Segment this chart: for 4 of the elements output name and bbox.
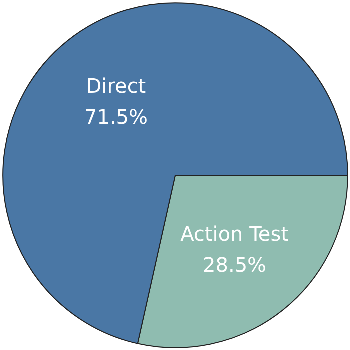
slice-label: Action Test [180, 222, 290, 246]
slice-label: Direct [86, 74, 146, 98]
data-label: 28.5% [203, 253, 267, 278]
data-label: 71.5% [84, 105, 148, 130]
